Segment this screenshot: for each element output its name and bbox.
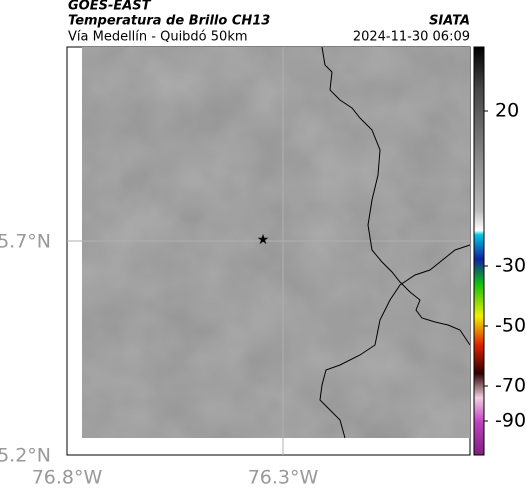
colorbar-tick-label: -30 — [495, 255, 526, 277]
source: SIATA — [429, 14, 470, 29]
colorbar — [473, 46, 485, 456]
lon-label: 76.3°W — [248, 467, 319, 489]
border — [321, 46, 471, 346]
region: Vía Medellín - Quibdó 50km — [68, 30, 248, 45]
lon-label: 76.8°W — [32, 467, 103, 489]
colorbar-ticks: 20 -30 -50 -70 -90 — [484, 100, 526, 432]
border — [319, 244, 471, 439]
lat-label: 5.7°N — [0, 231, 51, 253]
location-star: ★ — [257, 232, 270, 248]
colorbar-tick-label: -90 — [495, 410, 526, 432]
colorbar-tick-label: 20 — [495, 100, 519, 122]
lat-label: 5.2°N — [0, 445, 51, 467]
colorbar-tick-label: -70 — [495, 375, 526, 397]
colorbar-tick-label: -50 — [495, 315, 526, 337]
subtitle: Temperatura de Brillo CH13 — [68, 14, 270, 29]
title: GOES-EAST — [68, 0, 152, 14]
image-texture — [82, 47, 470, 438]
datetime: 2024-11-30 06:09 — [353, 30, 470, 45]
